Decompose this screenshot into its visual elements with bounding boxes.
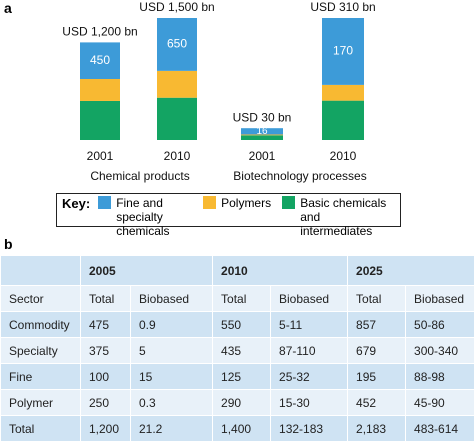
legend-swatch — [98, 196, 111, 209]
legend-item: Polymers — [203, 196, 276, 210]
group-header: 2005 — [81, 256, 213, 286]
legend-item: Fine and specialty chemicals — [98, 196, 197, 238]
bar-segment — [157, 98, 197, 140]
x-tick-label: 2001 — [249, 149, 276, 163]
legend-label: Basic chemicals and intermediates — [300, 196, 394, 238]
table-cell: 0.9 — [131, 312, 213, 338]
column-header: Biobased — [406, 286, 474, 312]
table-cell: 100 — [81, 364, 131, 390]
legend-title: Key: — [62, 196, 90, 211]
table-cell: Specialty — [1, 338, 81, 364]
group-header: 2010 — [213, 256, 348, 286]
bar-segment — [322, 85, 364, 101]
total-label: USD 1,200 bn — [62, 25, 137, 39]
header-cell — [1, 256, 81, 286]
data-label: 450 — [90, 53, 110, 67]
table-cell: 679 — [348, 338, 406, 364]
panel-label: b — [4, 236, 13, 252]
table-cell: 290 — [213, 390, 271, 416]
column-header: Sector — [1, 286, 81, 312]
table-cell: 50-86 — [406, 312, 474, 338]
table-cell: Commodity — [1, 312, 81, 338]
column-header: Total — [81, 286, 131, 312]
column-header: Biobased — [131, 286, 213, 312]
table-cell: 195 — [348, 364, 406, 390]
chart-title: Biotechnology processes — [233, 169, 366, 183]
table-cell: 452 — [348, 390, 406, 416]
table-cell: 857 — [348, 312, 406, 338]
column-header: Biobased — [271, 286, 348, 312]
bar-segment — [80, 79, 120, 101]
x-tick-label: 2001 — [87, 149, 114, 163]
table-cell: 45-90 — [406, 390, 474, 416]
bar-segment — [157, 71, 197, 98]
table-cell: 250 — [81, 390, 131, 416]
x-tick-label: 2010 — [164, 149, 191, 163]
data-label: 650 — [167, 37, 187, 51]
table-cell: 15-30 — [271, 390, 348, 416]
table-cell: 5 — [131, 338, 213, 364]
data-label: 170 — [333, 44, 353, 58]
x-tick-label: 2010 — [330, 149, 357, 163]
legend-label: Fine and specialty chemicals — [116, 196, 197, 238]
total-label: USD 1,500 bn — [139, 0, 214, 14]
table-cell: 125 — [213, 364, 271, 390]
group-header: 2025 — [348, 256, 474, 286]
table-cell: 475 — [81, 312, 131, 338]
table-cell: 88-98 — [406, 364, 474, 390]
bar-segment — [322, 101, 364, 140]
column-header: Total — [348, 286, 406, 312]
charts: 450 USD 1,200 bn 2001 650 USD 1,500 bn 2010 Ch… — [0, 0, 474, 190]
legend-item: Basic chemicals and intermediates — [282, 196, 394, 238]
table-cell: 87-110 — [271, 338, 348, 364]
table-cell: 25-32 — [271, 364, 348, 390]
table-cell: Fine — [1, 364, 81, 390]
table-cell: 375 — [81, 338, 131, 364]
legend-label: Polymers — [221, 196, 271, 210]
table-cell: 15 — [131, 364, 213, 390]
chart-title: Chemical products — [90, 169, 189, 183]
table-cell: 300-340 — [406, 338, 474, 364]
table-cell: 5-11 — [271, 312, 348, 338]
total-label: USD 310 bn — [310, 0, 375, 14]
total-label: USD 30 bn — [233, 110, 292, 124]
table-cell: 0.3 — [131, 390, 213, 416]
legend-swatch — [282, 196, 295, 209]
legend-swatch — [203, 196, 216, 209]
bar-segment — [80, 101, 120, 140]
table-cell: Polymer — [1, 390, 81, 416]
table-cell: 550 — [213, 312, 271, 338]
table-cell: 435 — [213, 338, 271, 364]
column-header: Total — [213, 286, 271, 312]
data-label: 16 — [256, 126, 268, 137]
